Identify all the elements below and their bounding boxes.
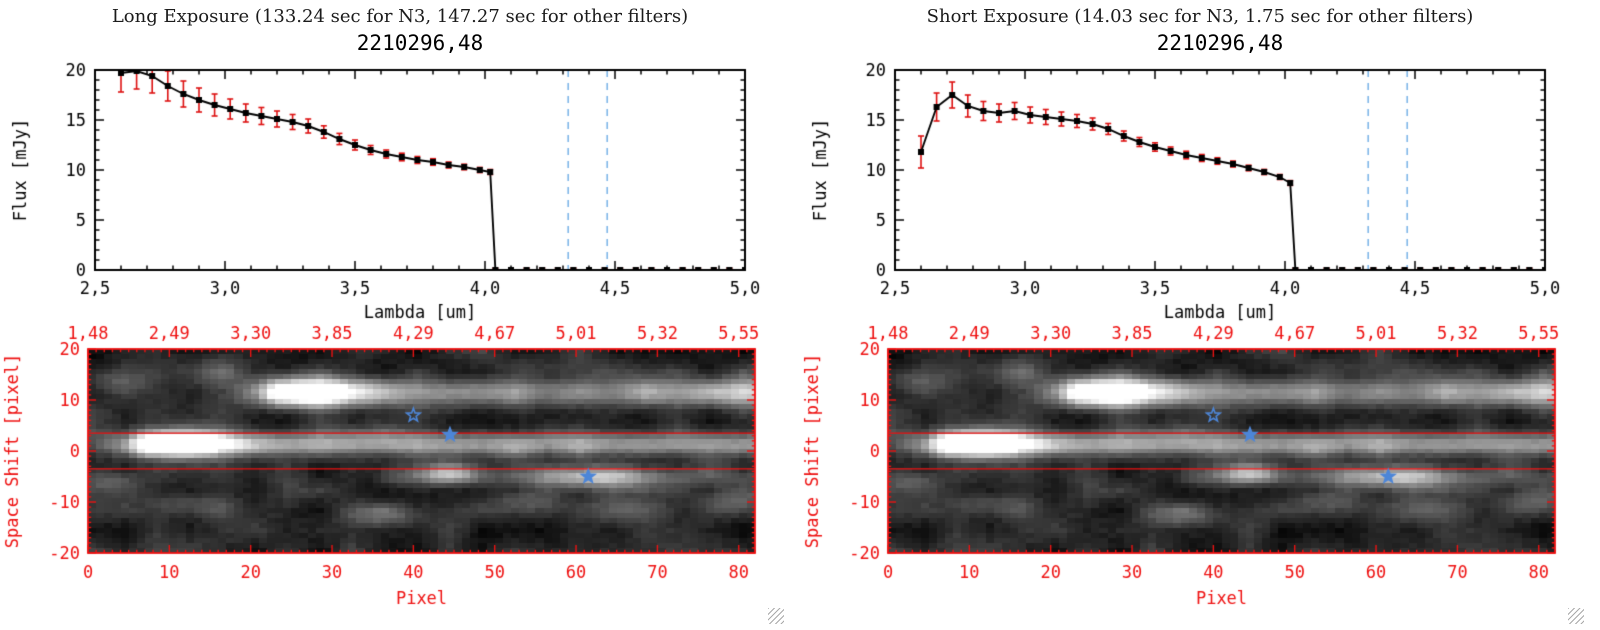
resize-grip-icon[interactable] bbox=[768, 608, 784, 624]
resize-grip-icon[interactable] bbox=[1568, 608, 1584, 624]
panel-title: Short Exposure (14.03 sec for N3, 1.75 s… bbox=[926, 6, 1474, 27]
flux-spectrum-plot bbox=[0, 58, 800, 323]
flux-spectrum-plot bbox=[800, 58, 1600, 323]
panel-title: Long Exposure (133.24 sec for N3, 147.27… bbox=[111, 6, 689, 27]
panel-short-exposure: Short Exposure (14.03 sec for N3, 1.75 s… bbox=[800, 0, 1600, 630]
spectral-image-plot bbox=[0, 325, 800, 625]
spectral-image-plot bbox=[800, 325, 1600, 625]
panel-long-exposure: Long Exposure (133.24 sec for N3, 147.27… bbox=[0, 6, 800, 625]
spectrum-plot-title: 2210296,48 bbox=[356, 31, 484, 55]
spectrum-plot-title: 2210296,48 bbox=[1156, 31, 1284, 55]
